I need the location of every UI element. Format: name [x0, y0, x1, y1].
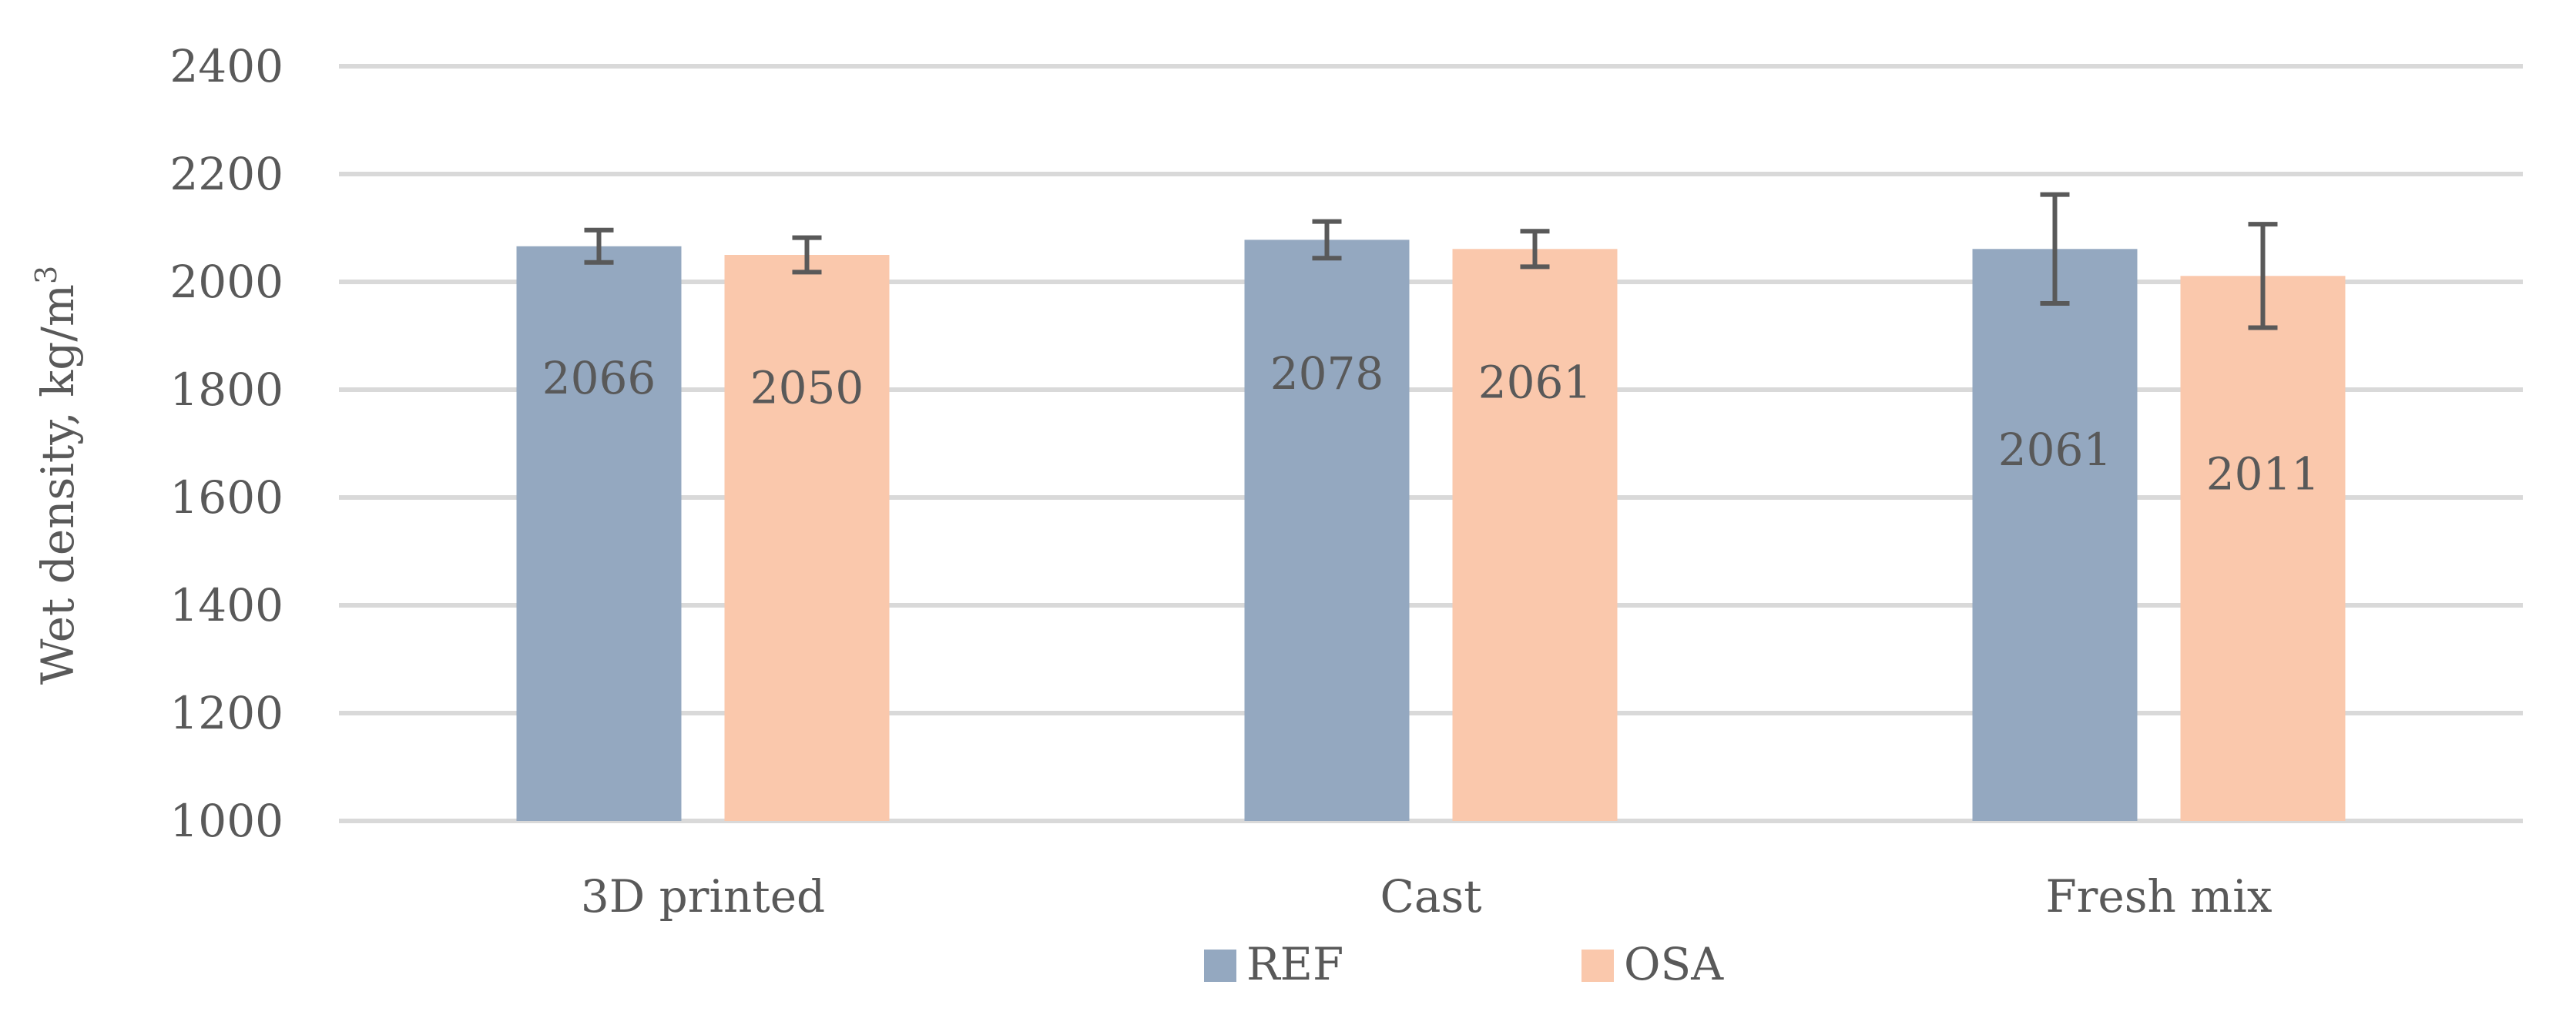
- legend-swatch-ref: [1204, 950, 1236, 982]
- x-axis-categories: 3D printed Cast Fresh mix: [581, 870, 2272, 923]
- data-labels: 2066 2050 2078 2061 2061 2011: [542, 347, 2320, 500]
- y-tick-label: 2200: [169, 148, 283, 200]
- bar-ref: [516, 246, 682, 821]
- legend-label-ref: REF: [1246, 938, 1343, 990]
- y-tick-label: 1000: [169, 795, 283, 847]
- bar-ref: [1972, 249, 2138, 821]
- data-label: 2061: [1998, 424, 2112, 476]
- x-category-label: Fresh mix: [2045, 870, 2272, 923]
- y-axis-title-text: Wet density, kg/m: [32, 284, 84, 685]
- error-bars: [584, 192, 2278, 330]
- y-tick-label: 1800: [169, 363, 283, 416]
- bar-osa: [1452, 249, 1618, 821]
- legend: REF OSA: [1204, 938, 1724, 990]
- y-axis-title: Wet density, kg/m3: [29, 266, 84, 685]
- gridlines: [339, 64, 2523, 823]
- data-label: 2050: [750, 361, 864, 414]
- bar-ref: [1244, 240, 1410, 821]
- bar-osa: [2180, 276, 2346, 821]
- x-category-label: 3D printed: [581, 870, 825, 923]
- y-tick-label: 1200: [169, 687, 283, 739]
- data-label: 2011: [2206, 448, 2320, 501]
- y-tick-label: 1400: [169, 579, 283, 631]
- y-tick-label: 1600: [169, 471, 283, 524]
- data-label: 2066: [542, 352, 656, 404]
- y-tick-label: 2000: [169, 256, 283, 308]
- bar-osa: [724, 255, 890, 821]
- y-axis-title-superscript: 3: [29, 266, 63, 284]
- legend-swatch-osa: [1581, 950, 1614, 982]
- data-label: 2061: [1478, 356, 1592, 408]
- y-axis-ticks: 1000 1200 1400 1600 1800 2000 2200 2400: [169, 40, 283, 847]
- legend-label-osa: OSA: [1624, 938, 1724, 990]
- y-tick-label: 2400: [169, 40, 283, 92]
- data-label: 2078: [1270, 347, 1384, 400]
- x-category-label: Cast: [1380, 870, 1481, 923]
- bars: [516, 240, 2346, 821]
